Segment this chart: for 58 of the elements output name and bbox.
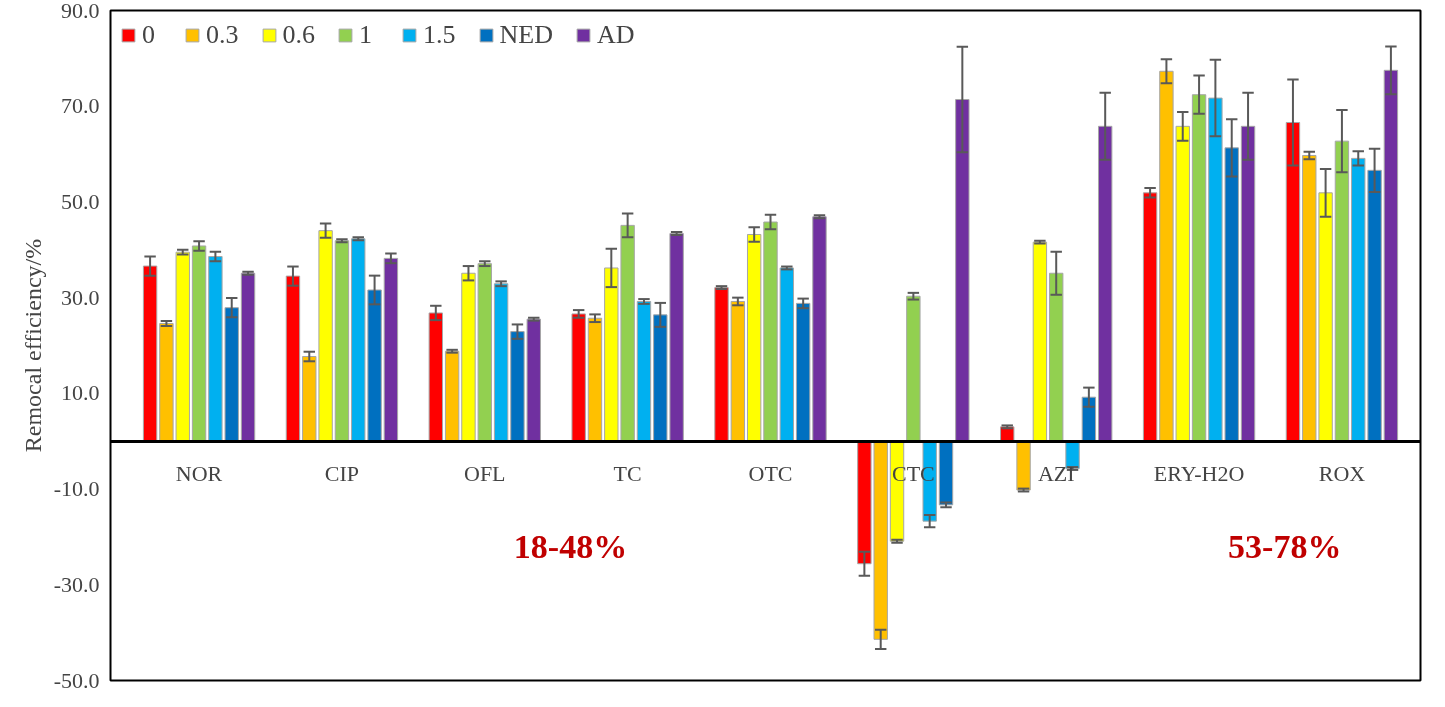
bar: [571, 313, 586, 442]
annotation: 53-78%: [1228, 528, 1342, 565]
y-tick-label: 30.0: [61, 284, 100, 310]
y-tick-label: 90.0: [61, 0, 100, 23]
legend-label: 0: [142, 20, 156, 50]
bar: [1240, 125, 1256, 442]
y-tick-label: -10.0: [53, 476, 100, 502]
annotation: 18-48%: [513, 528, 628, 565]
bar: [1334, 140, 1350, 442]
bar: [906, 295, 921, 442]
bar: [493, 283, 509, 442]
bar: [812, 216, 827, 442]
bar: [636, 300, 652, 442]
bar: [444, 350, 460, 442]
y-tick-label: 10.0: [61, 380, 100, 406]
bar: [1016, 440, 1031, 491]
bar: [938, 440, 954, 506]
x-tick-label: ERY-H2O: [1153, 461, 1245, 487]
bar: [383, 257, 399, 442]
y-tick-label: 70.0: [61, 93, 100, 119]
legend-label: 0.6: [282, 20, 315, 50]
bar: [587, 317, 603, 442]
legend-label: 1.5: [423, 20, 456, 50]
bar: [1191, 94, 1207, 442]
bar: [1285, 121, 1301, 442]
x-tick-label: OFL: [464, 461, 506, 487]
bar: [1065, 440, 1080, 469]
bar: [730, 300, 746, 442]
bar: [285, 275, 301, 442]
y-axis-title: Remocal efficiency/%: [19, 238, 46, 453]
legend-label: 0.3: [206, 20, 239, 50]
bar: [795, 302, 811, 442]
x-tick-label: AZI: [1037, 461, 1075, 487]
y-tick-label: -30.0: [53, 571, 100, 597]
bar: [1383, 69, 1399, 442]
x-tick-label: TC: [613, 461, 642, 487]
x-tick-label: ROX: [1318, 461, 1366, 487]
x-tick-label: CIP: [324, 461, 360, 487]
y-tick-label: -50.0: [53, 667, 100, 693]
x-tick-label: CTC: [891, 461, 935, 487]
bar: [240, 272, 256, 442]
legend-label: NED: [499, 20, 553, 50]
bar: [428, 312, 443, 442]
bar: [1098, 125, 1113, 442]
x-tick-label: OTC: [748, 461, 793, 487]
bar: [714, 287, 729, 442]
y-tick-label: 50.0: [61, 188, 100, 214]
bar: [955, 99, 970, 442]
bar: [1032, 241, 1048, 442]
x-tick-label: NOR: [175, 461, 223, 487]
bar: [191, 245, 207, 442]
legend-label: 1: [359, 20, 373, 50]
bar: [1049, 272, 1064, 442]
bar: [334, 240, 350, 442]
legend-label: AD: [596, 20, 635, 50]
bar: [1081, 396, 1097, 442]
bar: [1142, 192, 1158, 442]
bar: [142, 265, 158, 442]
